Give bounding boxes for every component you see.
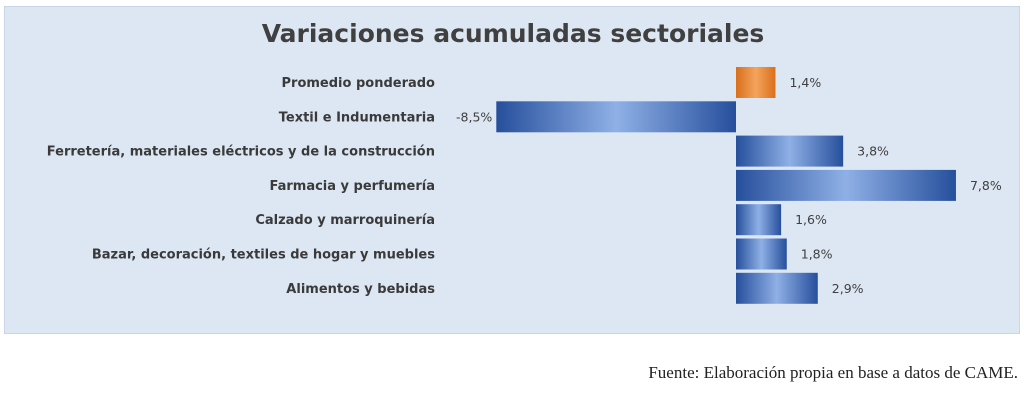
category-label: Textil e Indumentaria <box>279 110 435 125</box>
bar <box>736 272 818 304</box>
value-label: 1,4% <box>789 75 821 90</box>
bar <box>736 204 782 236</box>
value-label: 1,6% <box>795 212 827 227</box>
chart-title: Variaciones acumuladas sectoriales <box>261 19 765 48</box>
category-label: Ferretería, materiales eléctricos y de l… <box>47 145 435 160</box>
value-label: 2,9% <box>832 281 864 296</box>
bar <box>736 169 956 201</box>
category-label: Farmacia y perfumería <box>269 179 435 194</box>
source-note: Fuente: Elaboración propia en base a dat… <box>648 363 1018 382</box>
category-label: Alimentos y bebidas <box>286 282 435 297</box>
value-label: -8,5% <box>456 109 492 124</box>
value-label: 3,8% <box>857 144 889 159</box>
bar-highlight <box>736 67 776 98</box>
bar <box>736 238 787 270</box>
value-label: 1,8% <box>801 247 833 262</box>
category-label: Calzado y marroquinería <box>255 213 435 228</box>
bar-chart: Promedio ponderado 1,4% Textil e Indumenta… <box>47 67 1002 304</box>
bar <box>736 135 844 167</box>
chart-panel: Variaciones acumuladas sectoriales Prome… <box>4 6 1020 334</box>
bar <box>496 101 736 133</box>
category-label: Bazar, decoración, textiles de hogar y m… <box>92 248 435 263</box>
category-label: Promedio ponderado <box>282 76 436 91</box>
value-label: 7,8% <box>970 178 1002 193</box>
